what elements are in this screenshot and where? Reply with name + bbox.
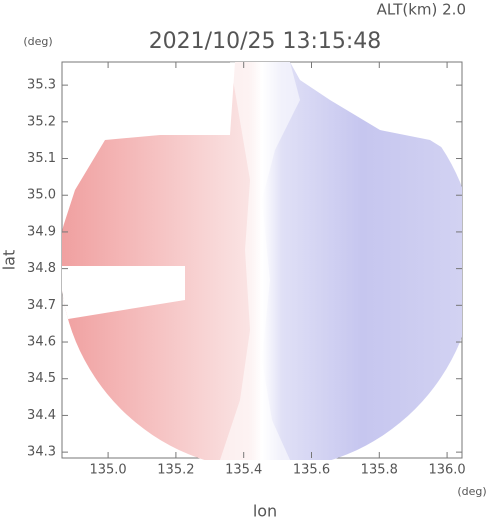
y-tick-label: 35.0: [27, 188, 56, 203]
y-tick-label: 34.7: [27, 298, 56, 313]
x-tick-label: 136.0: [428, 463, 465, 478]
y-unit: (deg): [23, 35, 52, 48]
y-tick-label: 35.1: [27, 151, 56, 166]
y-axis-label: lat: [0, 250, 19, 271]
y-tick-label: 34.4: [27, 408, 56, 423]
y-tick-label: 35.2: [27, 114, 56, 129]
chart-title: 2021/10/25 13:15:48: [149, 29, 382, 54]
y-tick-label: 34.6: [27, 335, 56, 350]
x-tick-label: 135.8: [361, 463, 398, 478]
y-tick-label: 34.5: [27, 371, 56, 386]
x-tick-label: 135.0: [89, 463, 126, 478]
x-axis-label: lon: [253, 502, 277, 521]
velocity-field: [62, 62, 462, 460]
x-tick-label: 135.4: [225, 463, 262, 478]
y-tick-label: 34.3: [27, 445, 56, 460]
x-tick-label: 135.2: [157, 463, 194, 478]
x-unit: (deg): [457, 485, 486, 498]
subtitle: ALT(km) 2.0: [377, 1, 466, 19]
y-tick-label: 35.3: [27, 78, 56, 93]
y-tick-label: 34.9: [27, 224, 56, 239]
x-tick-label: 135.6: [293, 463, 330, 478]
y-tick-label: 34.8: [27, 261, 56, 276]
